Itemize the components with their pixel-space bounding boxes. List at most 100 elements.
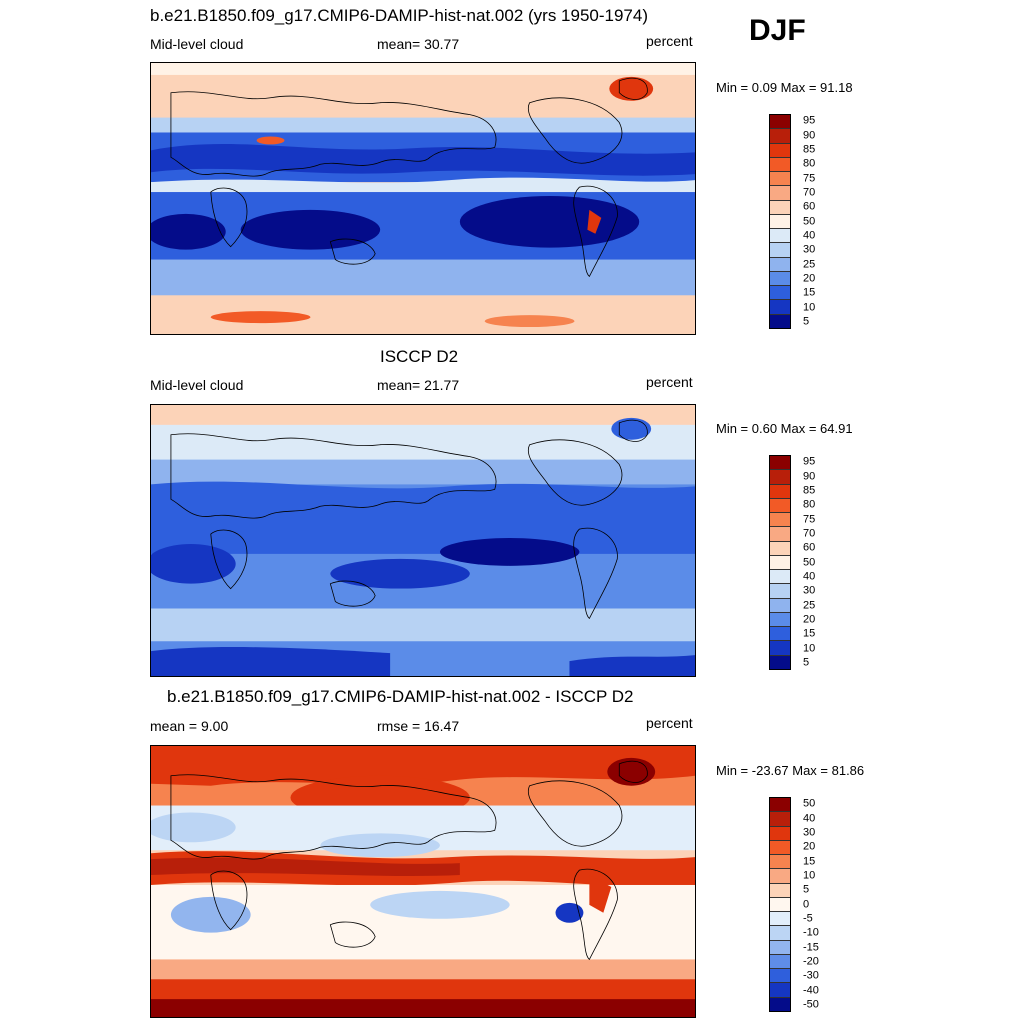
colorbar-swatch [770,257,790,272]
colorbar-swatch [770,186,790,201]
colorbar-swatch [770,513,790,528]
colorbar-tick: 25 [803,599,816,611]
colorbar-swatch [770,883,790,898]
colorbar-tick: 90 [803,129,816,141]
colorbar-swatch [770,286,790,301]
panel1-title: b.e21.B1850.f09_g17.CMIP6-DAMIP-hist-nat… [150,6,648,25]
colorbar-tick: -50 [803,998,819,1011]
colorbar-swatch [770,969,790,984]
colorbar-tick: 30 [803,243,816,256]
colorbar-tick: 50 [803,215,816,227]
colorbar-tick: -5 [803,912,813,925]
colorbar-tick: 25 [803,258,816,270]
colorbar-swatch [770,314,790,328]
colorbar-swatch [770,627,790,642]
panel3-units-label: percent [646,715,693,731]
panel3-minmax: Min = -23.67 Max = 81.86 [716,763,865,778]
colorbar-tick: 95 [803,455,816,468]
colorbar-swatch [770,997,790,1011]
colorbar-swatch [770,598,790,613]
colorbar-tick: 20 [803,272,816,285]
panel2-contour-field [151,405,695,676]
colorbar-tick: -20 [803,955,819,968]
panel3-colorbar [769,797,791,1012]
colorbar-tick: 20 [803,840,816,853]
colorbar-tick: 90 [803,470,816,482]
panel1-variable-label: Mid-level cloud [150,36,244,52]
colorbar-tick: 10 [803,642,816,654]
colorbar-swatch [770,584,790,599]
colorbar-tick: -30 [803,969,819,982]
colorbar-swatch [770,214,790,230]
colorbar-swatch [770,641,790,656]
colorbar-tick: 5 [803,656,810,669]
colorbar-tick: 5 [803,315,810,328]
colorbar-swatch [770,798,790,813]
colorbar-swatch [770,570,790,585]
colorbar-tick: 50 [803,797,816,810]
panel1-mean-label: mean= 30.77 [377,36,460,52]
panel3-title: b.e21.B1850.f09_g17.CMIP6-DAMIP-hist-nat… [167,687,634,706]
colorbar-swatch [770,143,790,158]
colorbar-swatch [770,983,790,998]
colorbar-tick: 85 [803,143,816,156]
panel2-minmax: Min = 0.60 Max = 64.91 [716,421,853,436]
colorbar-tick: 80 [803,498,816,511]
panel1-units-label: percent [646,33,693,49]
panel2-units-label: percent [646,374,693,390]
colorbar-tick: 40 [803,570,816,583]
colorbar-tick: 80 [803,157,816,170]
colorbar-tick: 85 [803,484,816,497]
colorbar-tick: 10 [803,869,816,882]
panel1-map [150,62,696,335]
colorbar-tick: 20 [803,613,816,626]
colorbar-tick: 70 [803,186,816,199]
colorbar-tick: 75 [803,172,816,184]
colorbar-swatch [770,869,790,884]
colorbar-swatch [770,115,790,130]
colorbar-tick: 40 [803,812,816,824]
colorbar-tick: -40 [803,984,819,996]
panel1-coastlines [170,77,648,278]
colorbar-swatch [770,855,790,870]
colorbar-tick: 5 [803,883,810,896]
colorbar-swatch [770,200,790,215]
colorbar-tick: 15 [803,855,816,867]
colorbar-swatch [770,555,790,571]
colorbar-swatch [770,527,790,542]
colorbar-swatch [770,612,790,628]
colorbar-tick: 60 [803,541,816,554]
colorbar-tick: 30 [803,826,816,839]
colorbar-tick: 40 [803,229,816,242]
colorbar-swatch [770,484,790,499]
panel2-mean-label: mean= 21.77 [377,377,460,393]
panel3-map [150,745,696,1018]
colorbar-swatch [770,271,790,287]
colorbar-swatch [770,840,790,856]
panel2-colorbar [769,455,791,670]
panel2-variable-label: Mid-level cloud [150,377,244,393]
colorbar-swatch [770,157,790,173]
colorbar-swatch [770,541,790,556]
colorbar-swatch [770,456,790,471]
panel3-rmse-label: rmse = 16.47 [377,718,460,734]
colorbar-swatch [770,243,790,258]
panel2-coastlines [170,419,648,620]
colorbar-tick: 60 [803,200,816,213]
colorbar-tick: -15 [803,941,819,953]
colorbar-tick: 75 [803,513,816,525]
colorbar-tick: 10 [803,301,816,313]
colorbar-swatch [770,129,790,144]
colorbar-tick: 70 [803,527,816,540]
colorbar-tick: 50 [803,556,816,568]
panel3-coastlines [170,760,648,961]
panel2-title: ISCCP D2 [380,347,459,366]
colorbar-swatch [770,470,790,485]
colorbar-swatch [770,926,790,941]
panel1-colorbar [769,114,791,329]
colorbar-tick: -10 [803,926,819,939]
colorbar-swatch [770,655,790,669]
panel2-map [150,404,696,677]
colorbar-swatch [770,826,790,841]
colorbar-swatch [770,897,790,913]
